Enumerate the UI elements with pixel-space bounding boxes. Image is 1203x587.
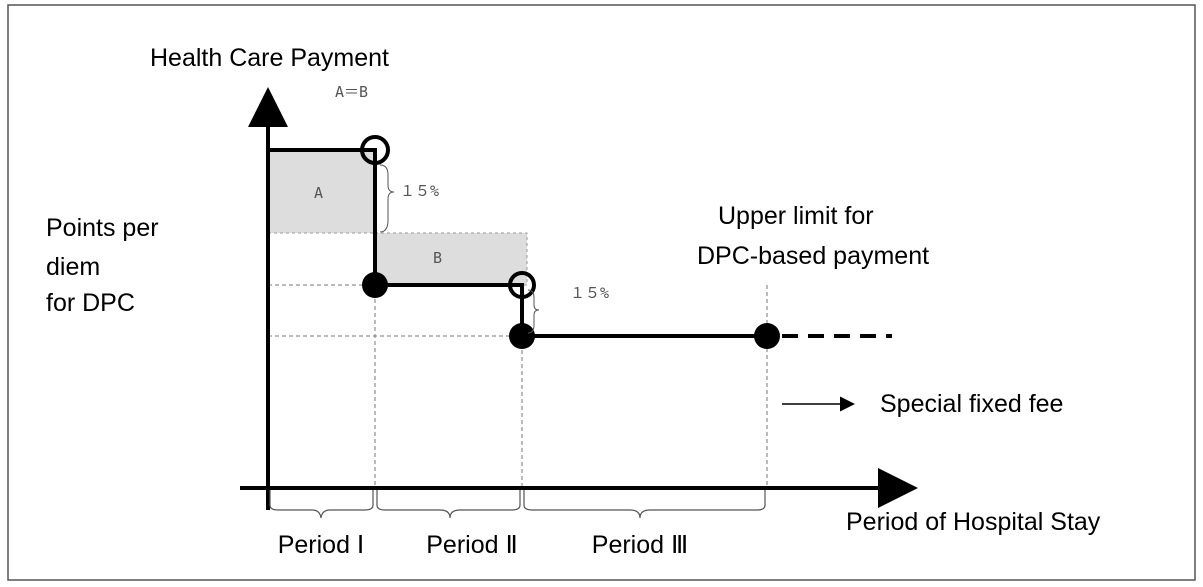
upper-limit-label: DPC-based payment	[697, 242, 929, 270]
open-point	[360, 135, 390, 165]
upper-limit-label: Upper limit for	[718, 202, 874, 230]
reduction-label: １５%	[400, 182, 439, 200]
guides	[268, 284, 768, 488]
period-brackets	[269, 490, 766, 519]
filled-point	[509, 323, 535, 349]
period-label: Period Ⅲ	[592, 531, 688, 559]
frame	[7, 4, 1196, 581]
x-axis-label: Period of Hospital Stay	[846, 508, 1101, 536]
area-a	[267, 149, 376, 234]
area-label: B	[433, 249, 442, 267]
open-point	[508, 271, 536, 299]
brace	[379, 164, 395, 233]
period-label: Period Ⅱ	[426, 531, 518, 559]
area-b	[374, 232, 528, 286]
y-axis-label: Health Care Payment	[150, 44, 389, 72]
special-fee-label: Special fixed fee	[880, 390, 1063, 418]
points-label: diem	[46, 253, 100, 281]
payment-step	[268, 148, 767, 338]
reduction-label: １５%	[570, 284, 609, 302]
points-label: for DPC	[46, 289, 135, 317]
points-label: Points per	[46, 214, 159, 242]
equality-note: A＝B	[335, 83, 368, 101]
filled-point	[362, 272, 388, 298]
period-label: Period Ⅰ	[278, 531, 365, 559]
brace	[527, 289, 540, 334]
filled-point	[754, 323, 780, 349]
area-label: A	[314, 184, 323, 202]
